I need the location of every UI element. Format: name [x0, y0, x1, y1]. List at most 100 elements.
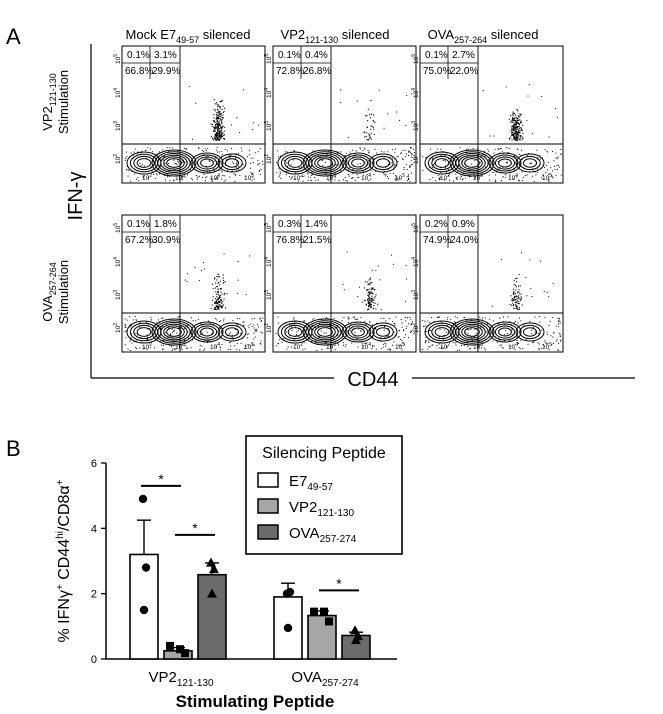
contour-line [224, 327, 240, 337]
event-dot [506, 333, 508, 335]
event-dot [206, 166, 208, 168]
event-dot [240, 342, 242, 344]
event-dot [518, 123, 520, 125]
event-dot [281, 339, 283, 341]
event-dot [401, 322, 403, 324]
event-dot [259, 148, 261, 150]
event-dot [217, 111, 219, 114]
event-dot [232, 338, 234, 340]
event-dot [181, 348, 183, 350]
event-dot [516, 135, 518, 137]
event-dot [520, 129, 522, 131]
event-dot [551, 151, 553, 153]
event-dot [259, 173, 261, 175]
event-dot [307, 173, 309, 175]
contour-line [160, 154, 188, 172]
event-dot [501, 258, 503, 260]
event-dot [408, 165, 410, 167]
event-dot [338, 344, 340, 346]
event-dot [132, 154, 134, 156]
contour-line [498, 158, 512, 168]
event-dot [549, 320, 551, 322]
event-dot [497, 148, 499, 150]
flow-plot-3: 0.1%2.7%75.0%22.0%1021031041051021031041… [411, 45, 564, 184]
event-dot [147, 328, 149, 330]
event-dot [224, 134, 226, 136]
event-dot [522, 136, 524, 138]
quadrant-upper-right: 1.4% [305, 219, 328, 230]
event-dot [260, 331, 262, 333]
event-dot [368, 180, 370, 182]
event-dot [131, 170, 133, 172]
quadrant-lower-right: 21.5% [303, 235, 331, 246]
event-dot [552, 282, 554, 284]
event-dot [519, 136, 521, 138]
data-point-square [166, 641, 174, 650]
event-dot [126, 165, 128, 167]
event-dot [212, 139, 214, 141]
contour-line [522, 158, 538, 168]
event-dot [532, 170, 534, 172]
event-dot [518, 308, 520, 310]
contour-line [452, 320, 492, 344]
event-dot [515, 133, 517, 135]
event-dot [476, 339, 478, 341]
legend: Silencing PeptideE749-57VP2121-130OVA257… [245, 435, 403, 555]
event-dot [526, 295, 528, 297]
event-dot [500, 148, 502, 150]
event-dot [447, 169, 449, 171]
event-dot [426, 167, 428, 169]
event-dot [369, 282, 371, 284]
event-dot [556, 168, 558, 170]
data-point-triangle [351, 635, 361, 645]
event-dot [475, 328, 477, 330]
event-dot [371, 295, 373, 297]
event-dot [222, 126, 224, 128]
event-dot [196, 324, 198, 326]
event-dot [405, 264, 407, 266]
event-dot [219, 134, 221, 136]
x-tick-label: 105 [542, 173, 552, 182]
event-dot [515, 131, 517, 133]
event-dot [515, 307, 517, 309]
row-title-peptide: VP2121-130 [40, 73, 58, 131]
event-dot [218, 308, 220, 310]
x-tick-label: 104 [361, 342, 371, 351]
event-dot [516, 122, 518, 124]
event-dot [557, 164, 559, 166]
event-dot [371, 281, 373, 283]
event-dot [362, 328, 364, 330]
event-dot [221, 171, 223, 173]
event-dot [518, 298, 520, 300]
event-dot [555, 152, 557, 154]
event-dot [518, 347, 520, 349]
event-dot [347, 318, 349, 320]
event-dot [447, 316, 449, 318]
event-dot [247, 344, 249, 346]
event-dot [545, 343, 547, 345]
event-dot [204, 339, 206, 341]
event-dot [494, 335, 496, 337]
event-dot [438, 336, 440, 338]
event-dot [317, 179, 319, 181]
event-dot [371, 297, 373, 299]
event-dot [159, 171, 161, 173]
event-dot [467, 148, 469, 150]
event-dot [160, 341, 162, 343]
event-dot [226, 292, 228, 295]
event-dot [197, 177, 199, 179]
event-dot [555, 340, 557, 342]
event-dot [210, 322, 212, 324]
event-dot [250, 172, 252, 174]
event-dot [356, 100, 358, 102]
event-dot [179, 178, 181, 180]
event-dot [378, 89, 380, 91]
y-tick-label: 104 [113, 88, 122, 98]
event-dot [155, 177, 157, 179]
event-dot [218, 111, 221, 113]
event-dot [215, 102, 217, 104]
event-dot [216, 135, 218, 137]
contour-line [515, 153, 545, 173]
event-dot [324, 318, 326, 320]
event-dot [217, 302, 219, 304]
